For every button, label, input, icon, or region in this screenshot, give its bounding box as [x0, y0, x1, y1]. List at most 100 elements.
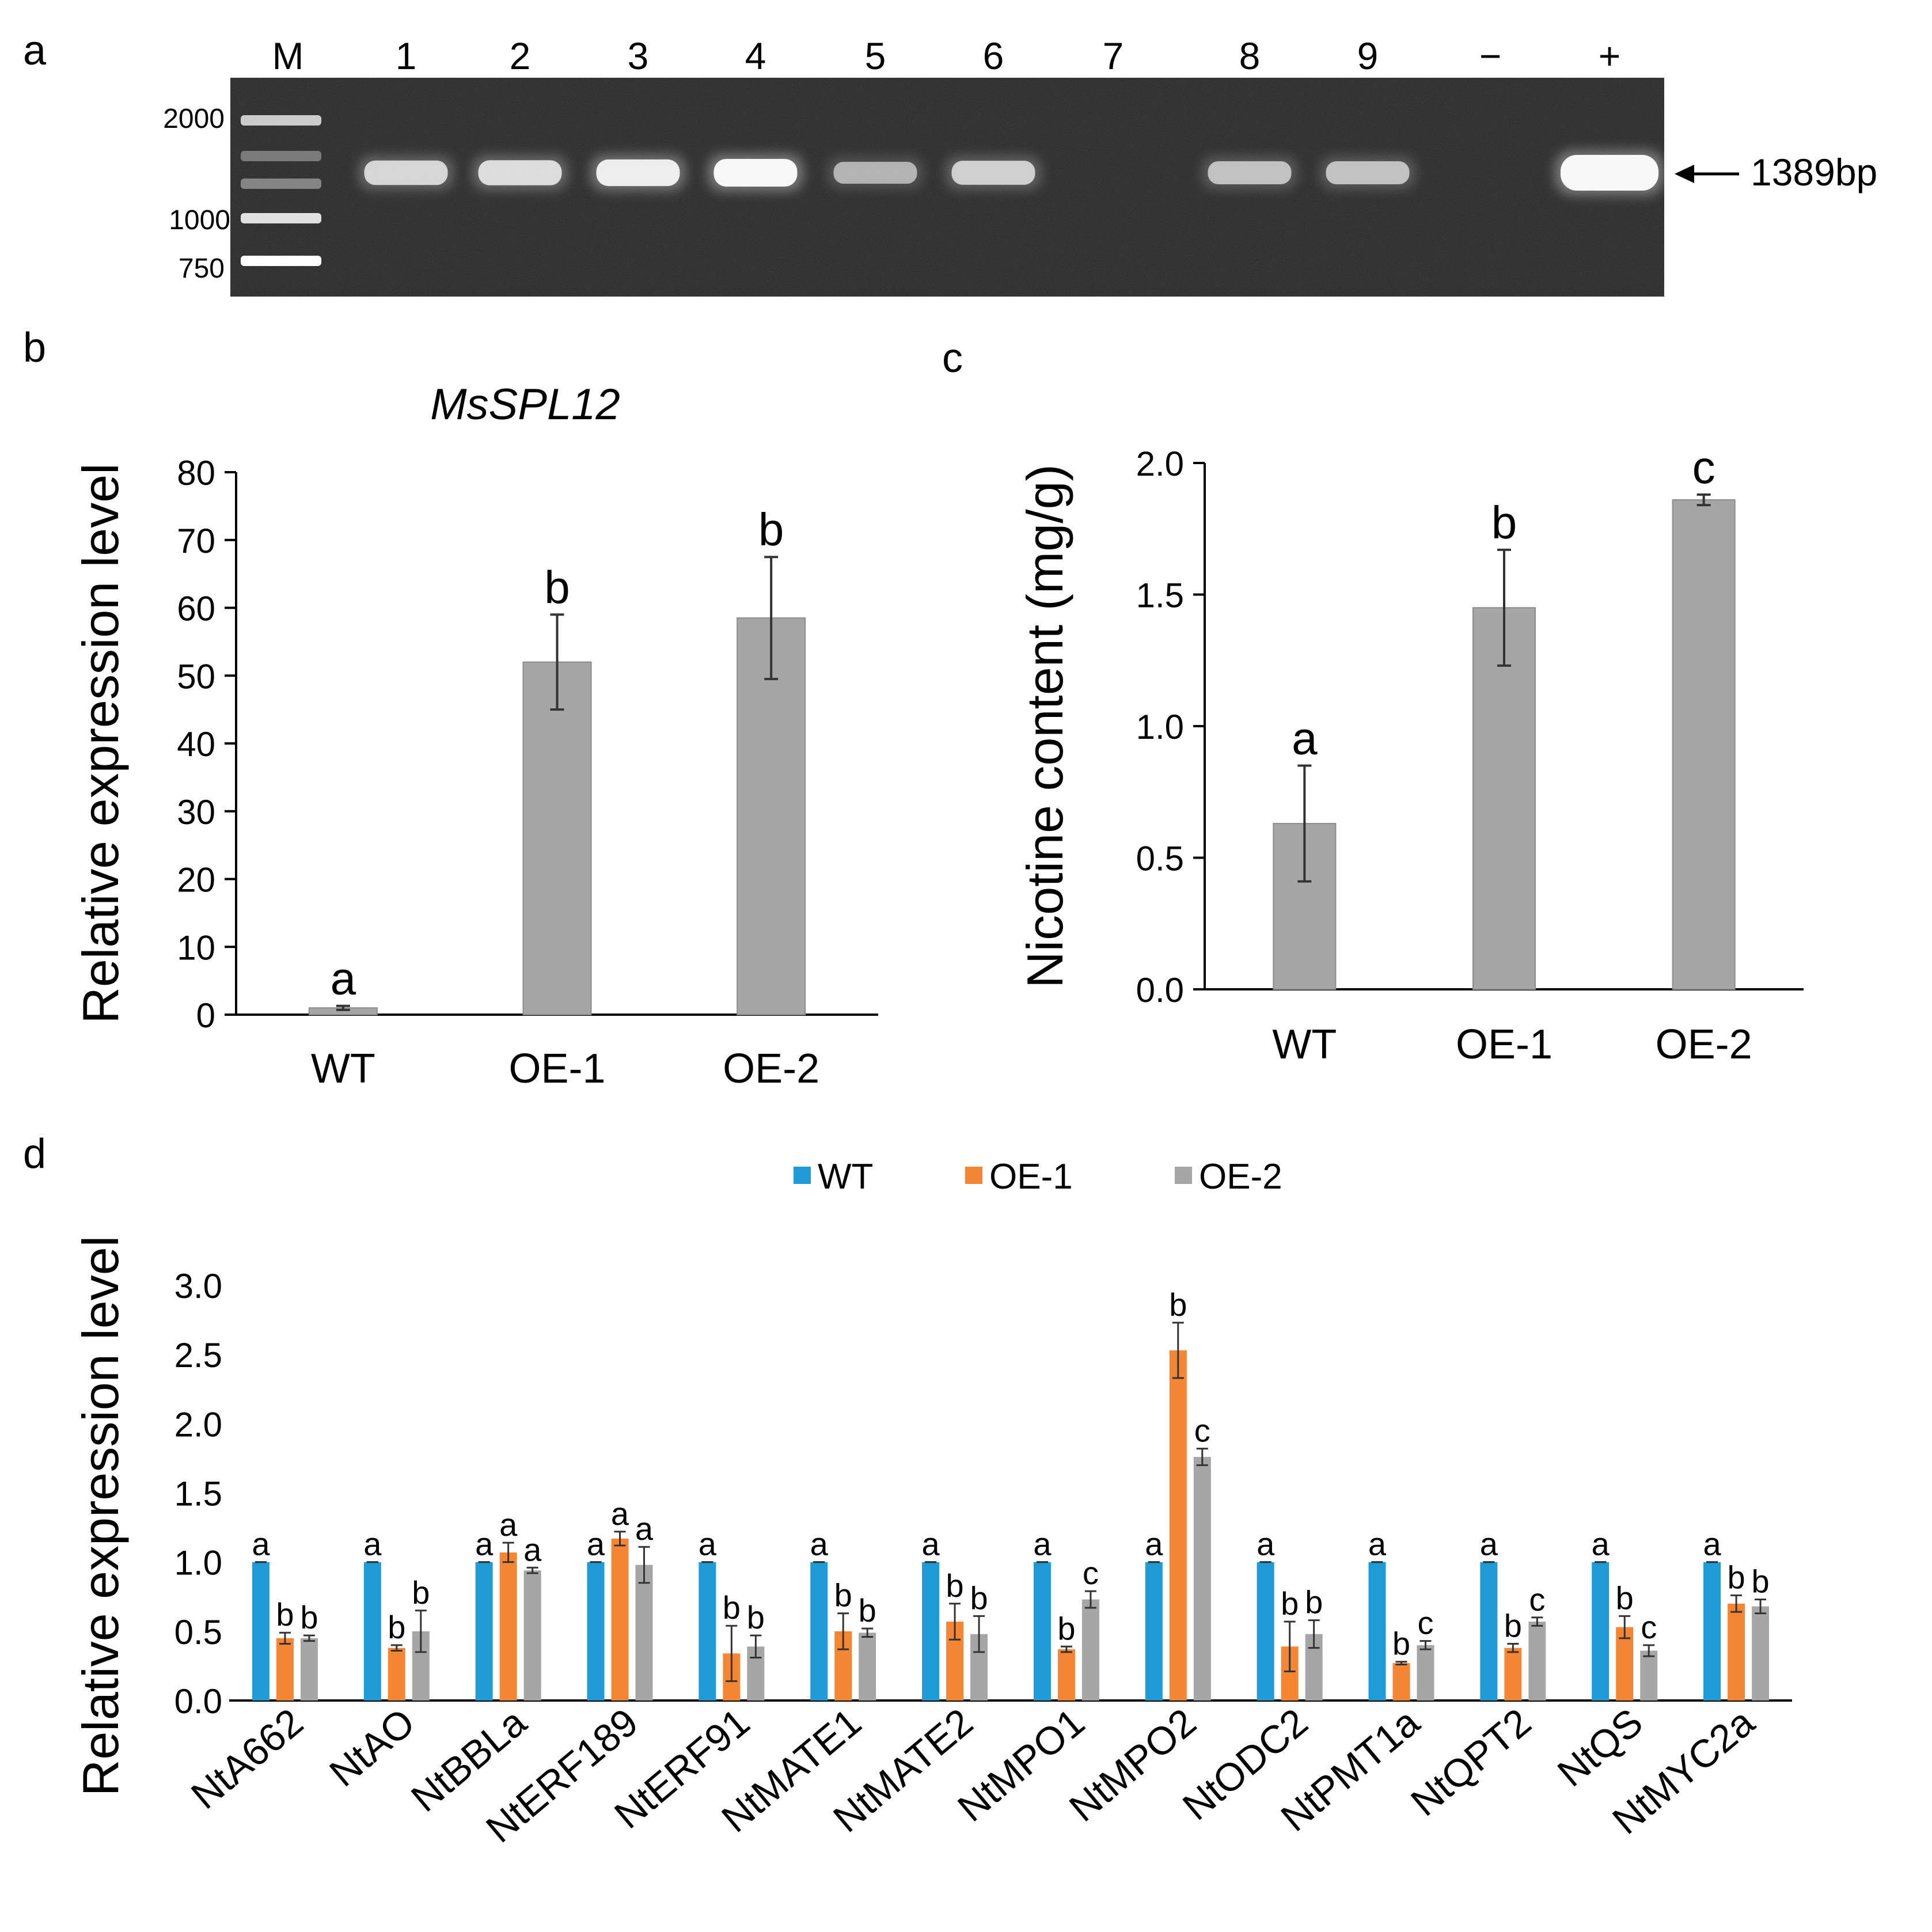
band-lane-3 [596, 159, 680, 187]
x-category-label-oe-2: OE-2 [1656, 1022, 1752, 1068]
chart-d: 0.00.51.01.52.02.53.0ab bNtA662abbNtAOaaa… [72, 1157, 1792, 1851]
bar-oe-2 [1672, 499, 1736, 990]
significance-label-nterf91-oe-2: b [747, 1599, 765, 1635]
significance-label-ntmate1-wt: a [810, 1526, 829, 1562]
bar-ntmyc2a-oe-1 [1728, 1603, 1745, 1701]
lane-label-6: 6 [983, 35, 1004, 77]
y-axis-title: Relative expression level [72, 463, 129, 1023]
significance-label-oe-2: b [758, 504, 784, 555]
bar-oe-1 [1472, 607, 1536, 990]
band-lane-9 [1326, 161, 1410, 184]
ladder-band-0 [241, 115, 321, 126]
bar-ntmpo2-wt [1145, 1562, 1163, 1701]
lane-label-1: 1 [396, 35, 417, 77]
bar-ntqs-oe-1 [1616, 1627, 1634, 1701]
legend-label-oe-2: OE-2 [1199, 1157, 1282, 1197]
significance-label-oe-2: c [1692, 442, 1715, 493]
y-tick-label-60: 60 [177, 590, 215, 628]
bar-ntmpo2-oe-2 [1193, 1457, 1211, 1701]
lane-label-9: 9 [1357, 35, 1379, 77]
lane-label-5: 5 [865, 35, 886, 77]
band-lane-2 [478, 160, 562, 185]
significance-label-nterf189-wt: a [587, 1526, 605, 1562]
significance-label-ntpmt1a-oe-2: c [1418, 1605, 1434, 1641]
significance-label-nterf91-wt: a [699, 1526, 717, 1562]
band-lane-6 [951, 161, 1035, 185]
y-tick-label-80: 80 [177, 454, 215, 492]
band-lane-8 [1208, 161, 1292, 184]
bar-ntmyc2a-wt [1703, 1562, 1721, 1701]
bar-ntqpt2-oe-1 [1504, 1648, 1522, 1701]
bar-ntmpo2-oe-1 [1169, 1350, 1187, 1701]
chart-title: MsSPL12 [430, 380, 620, 429]
ladder-band-4 [241, 256, 321, 266]
significance-label-ntqpt2-wt: a [1480, 1526, 1498, 1562]
bar-ntao-oe-1 [388, 1648, 405, 1701]
lane-label-4: 4 [745, 35, 766, 77]
lane-label-2: 2 [510, 35, 531, 77]
y-tick-label-40: 40 [177, 725, 215, 764]
bar-ntbbla-oe-2 [523, 1570, 541, 1701]
x-category-label-oe-1: OE-1 [508, 1046, 605, 1092]
band-lane-1 [364, 160, 448, 185]
bar-ntodc2-wt [1257, 1562, 1274, 1701]
lane-label-11: + [1599, 35, 1621, 77]
y-tick-label-1-5: 1.5 [1136, 576, 1184, 615]
ladder-band-3 [241, 213, 321, 223]
significance-label-ntmate2-wt: a [921, 1526, 940, 1562]
bar-ntbbla-wt [475, 1562, 493, 1701]
y-tick-label-1-0: 1.0 [174, 1544, 222, 1582]
bar-oe-1 [522, 661, 592, 1015]
x-category-label-ntqpt2: NtQPT2 [1403, 1700, 1539, 1824]
x-category-label-ntao: NtAO [321, 1700, 423, 1795]
significance-label-ntqs-wt: a [1592, 1526, 1610, 1562]
gel-noise [230, 78, 1664, 297]
y-tick-label-1-5: 1.5 [174, 1475, 222, 1513]
significance-label-oe-1: b [1491, 497, 1517, 548]
bar-ntmyc2a-oe-2 [1752, 1606, 1770, 1701]
legend-label-wt: WT [818, 1157, 873, 1197]
bar-ntmpo1-wt [1033, 1562, 1051, 1701]
bar-ntpmt1a-wt [1368, 1562, 1386, 1701]
lane-label-8: 8 [1239, 35, 1261, 77]
x-category-label-wt: WT [311, 1046, 375, 1092]
significance-label-oe-1: b [544, 561, 570, 613]
y-tick-label-2-0: 2.0 [174, 1405, 222, 1444]
bar-ntmate2-wt [922, 1562, 940, 1701]
ladder-band-1 [241, 151, 321, 161]
chart-c: 0.0 0.5 1.0 1.5 2.0 a WT b OE-1 c OE-2 Nicotine con… [1016, 442, 1804, 1068]
y-axis-title: Relative expression level [72, 1236, 129, 1796]
significance-label-ntmate1-oe-1: b [834, 1577, 852, 1614]
sample-bands [358, 150, 1664, 195]
bar-ntmate1-wt [810, 1562, 828, 1701]
band-arrow [1675, 165, 1739, 183]
bar-nterf189-wt [587, 1562, 605, 1701]
panel-label-c: c [942, 335, 963, 381]
lane-label-7: 7 [1103, 35, 1124, 77]
panel-label-b: b [23, 325, 46, 371]
band-lane-+ [1561, 155, 1658, 191]
ladder-band-2 [241, 179, 321, 189]
significance-label-ntao-wt: a [363, 1526, 382, 1562]
panel-label-a: a [23, 28, 47, 74]
y-tick-label-20: 20 [177, 861, 215, 899]
significance-label-ntmpo1-wt: a [1033, 1526, 1052, 1562]
significance-label-ntmyc2a-oe-1: b [1727, 1559, 1745, 1595]
bar-oe-2 [737, 617, 806, 1015]
bar-nta662-oe-2 [300, 1638, 318, 1701]
significance-label-nterf189-oe-1: a [611, 1496, 629, 1532]
significance-label-ntmpo2-oe-2: c [1194, 1413, 1210, 1449]
significance-label-ntmyc2a-oe-2: b [1751, 1563, 1769, 1600]
ladder-bands [241, 115, 321, 266]
y-tick-label-2-0: 2.0 [1136, 445, 1184, 483]
bar-ntmpo1-oe-1 [1057, 1649, 1075, 1701]
y-tick-label-1-0: 1.0 [1136, 708, 1184, 746]
bar-ntqs-oe-2 [1640, 1650, 1658, 1701]
significance-label-ntodc2-oe-2: b [1305, 1584, 1323, 1620]
significance-label-wt: a [331, 953, 356, 1004]
significance-label-ntbbla-wt: a [475, 1526, 494, 1562]
lane-label-3: 3 [628, 35, 649, 77]
y-axis-title: Nicotine content (mg/g) [1016, 464, 1073, 988]
bar-ntmpo1-oe-2 [1081, 1599, 1099, 1701]
significance-label-ntmpo1-oe-2: c [1083, 1555, 1099, 1591]
